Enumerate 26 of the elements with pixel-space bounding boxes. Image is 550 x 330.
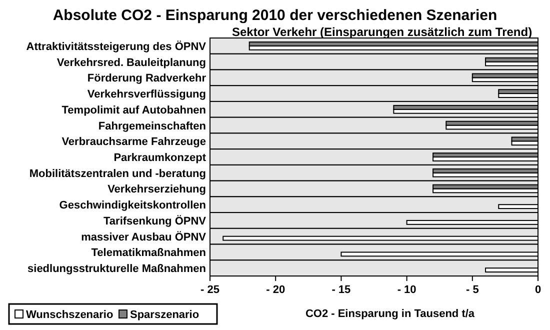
x-tick-label: 0 (534, 284, 542, 296)
x-tick-label: - 20 (266, 284, 286, 296)
y-tick-label: Tempolimit auf Autobahnen (62, 104, 206, 116)
y-tick-label: siedlungsstrukturelle Maßnahmen (28, 263, 206, 276)
y-tick-label: Telematikmaßnahmen (91, 247, 206, 260)
x-tick-label: - 10 (397, 284, 416, 296)
chart-subtitle: Sektor Verkehr (Einsparungen zusätzlich zum Trend) (232, 25, 532, 39)
chart-title: Absolute CO2 - Einsparung 2010 der verschiedenen Szenarien (52, 7, 498, 24)
y-tick-label: Förderung Radverkehr (87, 72, 207, 85)
y-tick-label: Verkehrserziehung (108, 184, 206, 196)
y-tick-label: Verkehrsverflüssigung (87, 88, 206, 101)
y-tick-label: Verbrauchsarme Fahrzeuge (62, 136, 206, 148)
y-tick-label: Tarifsenkung ÖPNV (104, 214, 207, 228)
legend-label: Sparszenario (130, 309, 200, 321)
y-tick-label: massiver Ausbau ÖPNV (81, 230, 207, 244)
x-axis-title: CO2 - Einsparung in Tausend t/a (305, 308, 476, 320)
x-tick-label: - 15 (332, 284, 351, 296)
y-tick-label: Verkehrsred. Bauleitplanung (56, 56, 206, 69)
y-tick-label: Geschwindigkeitskontrollen (59, 200, 206, 212)
x-tick-label: - 5 (466, 284, 479, 296)
y-tick-label: Parkraumkonzept (114, 152, 206, 164)
x-tick-label: - 25 (200, 284, 220, 296)
legend-label: Wunschszenario (26, 309, 114, 321)
y-tick-label: Mobilitätszentralen und -beratung (29, 168, 206, 180)
y-tick-label: Fahrgemeinschaften (98, 120, 206, 132)
y-tick-label: Attraktivitätssteigerung des ÖPNV (26, 40, 207, 53)
